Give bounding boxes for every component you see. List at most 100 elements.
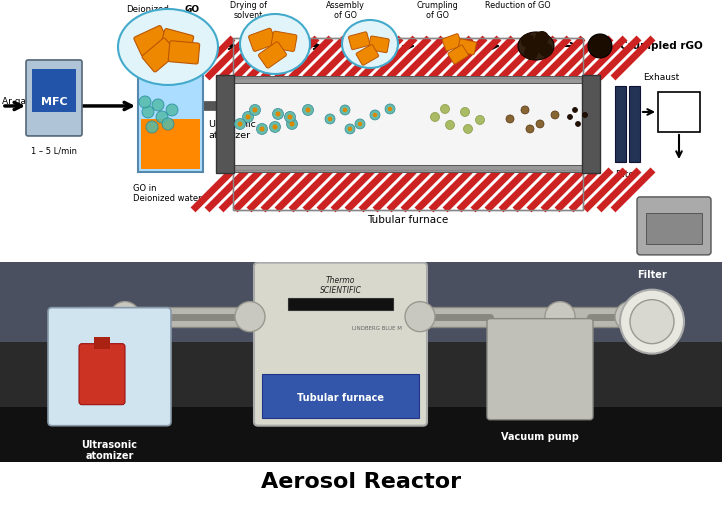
Bar: [262, 374, 419, 418]
Circle shape: [588, 34, 612, 58]
FancyBboxPatch shape: [271, 31, 297, 51]
Circle shape: [162, 118, 174, 130]
Circle shape: [532, 39, 546, 53]
Text: Filter: Filter: [616, 170, 638, 179]
Circle shape: [259, 126, 264, 131]
Circle shape: [539, 43, 553, 57]
Circle shape: [166, 104, 178, 116]
Circle shape: [284, 111, 295, 123]
Text: Reduction of GO: Reduction of GO: [485, 1, 551, 10]
FancyBboxPatch shape: [258, 42, 287, 68]
Circle shape: [250, 105, 261, 115]
Text: Deionized
water: Deionized water: [126, 5, 170, 25]
Circle shape: [287, 119, 297, 129]
Circle shape: [358, 122, 362, 126]
Circle shape: [142, 106, 154, 118]
Circle shape: [615, 302, 645, 331]
Circle shape: [328, 117, 332, 121]
Circle shape: [388, 107, 392, 111]
Circle shape: [440, 105, 450, 113]
Circle shape: [272, 108, 284, 120]
Bar: [141, 119, 200, 169]
Circle shape: [156, 111, 168, 123]
Circle shape: [567, 114, 573, 120]
Text: GO: GO: [184, 5, 199, 14]
Circle shape: [620, 290, 684, 353]
FancyBboxPatch shape: [356, 45, 378, 65]
Circle shape: [521, 106, 529, 114]
Text: Ultrasonic
atomizer: Ultrasonic atomizer: [208, 120, 256, 140]
Circle shape: [536, 120, 544, 128]
Circle shape: [575, 122, 580, 126]
Circle shape: [235, 119, 245, 129]
FancyBboxPatch shape: [448, 45, 469, 64]
Bar: [94, 337, 110, 349]
Circle shape: [405, 302, 435, 331]
Circle shape: [269, 122, 281, 132]
Text: Vacuum pump: Vacuum pump: [642, 262, 707, 271]
Circle shape: [272, 125, 277, 129]
Circle shape: [303, 105, 313, 115]
Text: 1 – 5 L/min: 1 – 5 L/min: [31, 147, 77, 156]
Circle shape: [276, 111, 281, 116]
FancyBboxPatch shape: [134, 26, 169, 56]
Circle shape: [152, 99, 164, 111]
Circle shape: [340, 105, 350, 115]
FancyBboxPatch shape: [26, 60, 82, 136]
FancyBboxPatch shape: [254, 263, 427, 426]
Circle shape: [325, 114, 335, 124]
Text: Tubular furnace: Tubular furnace: [297, 393, 384, 403]
Text: Tubular furnace: Tubular furnace: [367, 215, 448, 225]
FancyBboxPatch shape: [349, 32, 370, 50]
Circle shape: [245, 114, 251, 120]
Ellipse shape: [518, 32, 554, 60]
Ellipse shape: [118, 9, 218, 85]
FancyBboxPatch shape: [138, 52, 203, 172]
Circle shape: [355, 119, 365, 129]
Text: Ultrasonic
atomizer: Ultrasonic atomizer: [82, 440, 137, 461]
FancyBboxPatch shape: [458, 39, 477, 55]
Circle shape: [551, 111, 559, 119]
FancyBboxPatch shape: [637, 197, 711, 255]
Circle shape: [235, 302, 265, 331]
Bar: [582, 75, 600, 173]
Text: LINDBERG BLUE M: LINDBERG BLUE M: [352, 326, 401, 331]
Circle shape: [476, 115, 484, 125]
Bar: [218, 76, 598, 83]
Circle shape: [524, 46, 538, 60]
Bar: [646, 213, 702, 244]
Circle shape: [343, 108, 347, 112]
Bar: [629, 86, 640, 162]
Circle shape: [445, 121, 455, 129]
Bar: [288, 298, 393, 310]
Text: Ar gas: Ar gas: [2, 97, 30, 107]
FancyBboxPatch shape: [487, 319, 593, 420]
Text: Filter: Filter: [637, 270, 667, 280]
Circle shape: [583, 112, 588, 117]
FancyBboxPatch shape: [160, 29, 193, 56]
Bar: [233, 38, 583, 78]
Circle shape: [110, 302, 140, 331]
Circle shape: [238, 122, 243, 126]
Text: Drying of
solvent: Drying of solvent: [230, 1, 266, 21]
Circle shape: [630, 300, 674, 344]
FancyBboxPatch shape: [368, 36, 389, 53]
Text: Thermo
SCIENTIFIC: Thermo SCIENTIFIC: [320, 275, 362, 295]
Bar: [80, 307, 640, 327]
Bar: [233, 38, 583, 78]
Circle shape: [290, 122, 295, 126]
Text: Crumpling
of GO: Crumpling of GO: [416, 1, 458, 21]
Text: Aerosol Reactor: Aerosol Reactor: [261, 472, 461, 492]
Circle shape: [506, 115, 514, 123]
FancyBboxPatch shape: [48, 308, 171, 426]
Circle shape: [348, 127, 352, 131]
Circle shape: [243, 111, 253, 123]
FancyBboxPatch shape: [142, 38, 177, 72]
Bar: [233, 170, 583, 210]
Circle shape: [345, 124, 355, 134]
Bar: [0, 342, 722, 407]
Circle shape: [573, 107, 578, 112]
Circle shape: [305, 107, 310, 112]
Bar: [218, 165, 598, 172]
Circle shape: [464, 125, 472, 133]
